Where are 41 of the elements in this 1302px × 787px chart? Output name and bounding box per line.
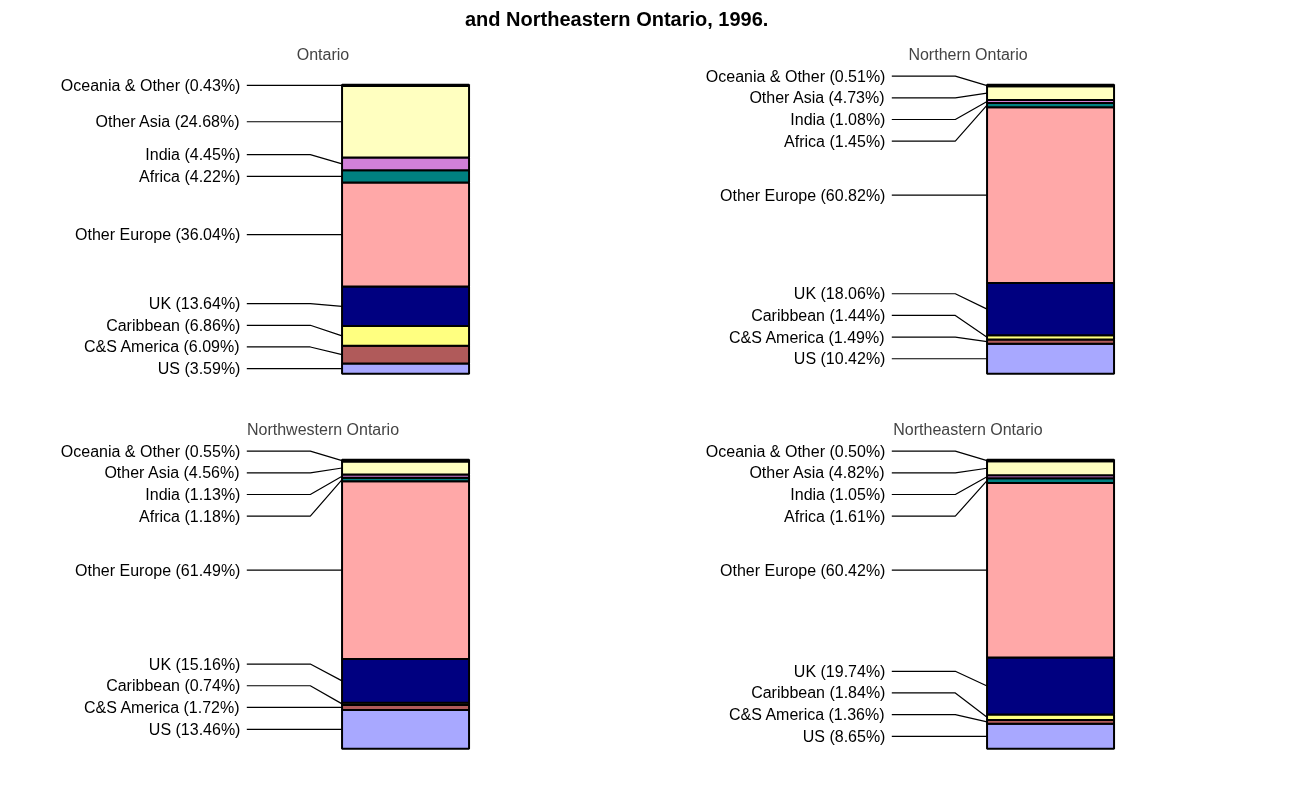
data-label: C&S America (1.36%)	[728, 706, 885, 724]
data-label: C&S America (6.09%)	[83, 338, 240, 356]
data-label: India (1.05%)	[790, 486, 886, 504]
data-label: UK (19.74%)	[793, 662, 886, 680]
data-label: US (10.42%)	[793, 350, 886, 368]
data-label: Oceania & Other (0.55%)	[60, 442, 241, 460]
chart-title: Northeastern Ontario	[893, 420, 1043, 438]
data-label: Caribbean (1.44%)	[751, 306, 886, 324]
data-label: Caribbean (0.74%)	[106, 677, 241, 695]
data-label: Caribbean (1.84%)	[751, 684, 886, 702]
data-label: Africa (4.22%)	[139, 167, 241, 185]
data-label: India (1.13%)	[145, 486, 241, 504]
data-label: Other Europe (61.49%)	[75, 561, 241, 579]
data-label: Africa (1.45%)	[784, 132, 886, 150]
data-label: Africa (1.18%)	[139, 507, 241, 525]
data-label: C&S America (1.72%)	[83, 698, 240, 716]
text: and Northeastern Ontario, 1996.	[465, 7, 769, 32]
data-label: C&S America (1.49%)	[728, 328, 885, 346]
data-label: UK (13.64%)	[148, 295, 241, 313]
data-label: India (4.45%)	[145, 146, 241, 164]
data-label: Other Europe (60.42%)	[720, 561, 886, 579]
data-label: UK (18.06%)	[793, 285, 886, 303]
data-label: Other Europe (60.82%)	[720, 186, 886, 204]
chart-title: Northern Ontario	[908, 45, 1028, 63]
data-label: Other Europe (36.04%)	[75, 226, 241, 244]
data-label: Caribbean (6.86%)	[106, 316, 241, 334]
data-label: US (13.46%)	[148, 720, 241, 738]
chart-title: Ontario	[296, 45, 350, 63]
data-label: India (1.08%)	[790, 111, 886, 129]
data-label: Oceania & Other (0.50%)	[705, 442, 886, 460]
data-label: UK (15.16%)	[148, 655, 241, 673]
data-label: US (8.65%)	[802, 727, 886, 745]
data-label: US (3.59%)	[157, 360, 241, 378]
data-label: Africa (1.61%)	[784, 507, 886, 525]
data-label: Other Asia (4.82%)	[749, 464, 885, 482]
data-label: Other Asia (4.73%)	[749, 89, 885, 107]
data-label: Other Asia (24.68%)	[95, 113, 240, 131]
data-label: Oceania & Other (0.43%)	[60, 76, 241, 94]
data-label: Oceania & Other (0.51%)	[705, 67, 886, 85]
chart-title: Northwestern Ontario	[246, 420, 400, 438]
data-label: Other Asia (4.56%)	[104, 464, 240, 482]
